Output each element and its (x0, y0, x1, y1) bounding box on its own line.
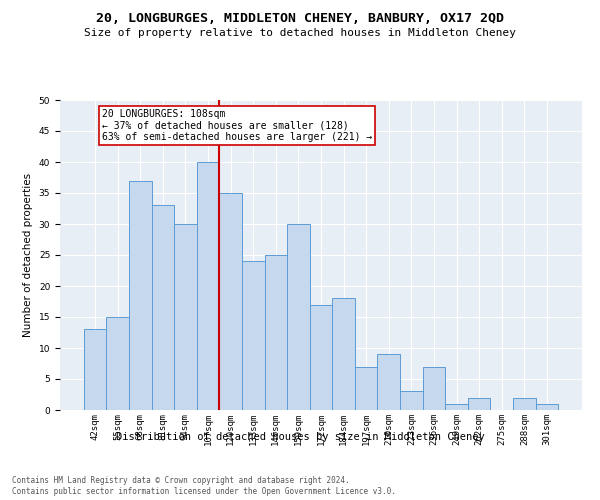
Bar (536, 404, 558, 410)
Bar (400, 392, 422, 410)
Text: 20 LONGBURGES: 108sqm
← 37% of detached houses are smaller (128)
63% of semi-det: 20 LONGBURGES: 108sqm ← 37% of detached … (102, 110, 372, 142)
Bar (377, 354, 400, 410)
Bar (445, 404, 468, 410)
Bar (422, 366, 445, 410)
Bar (310, 304, 332, 410)
Bar (174, 224, 197, 410)
Y-axis label: Number of detached properties: Number of detached properties (23, 173, 33, 337)
Bar (242, 261, 265, 410)
Bar (513, 398, 536, 410)
Bar (152, 206, 174, 410)
Text: Contains public sector information licensed under the Open Government Licence v3: Contains public sector information licen… (12, 488, 396, 496)
Bar (355, 366, 377, 410)
Bar (84, 330, 106, 410)
Bar (468, 398, 490, 410)
Text: 20, LONGBURGES, MIDDLETON CHENEY, BANBURY, OX17 2QD: 20, LONGBURGES, MIDDLETON CHENEY, BANBUR… (96, 12, 504, 26)
Bar (332, 298, 355, 410)
Bar (265, 255, 287, 410)
Bar (197, 162, 220, 410)
Bar (287, 224, 310, 410)
Bar (106, 317, 129, 410)
Text: Contains HM Land Registry data © Crown copyright and database right 2024.: Contains HM Land Registry data © Crown c… (12, 476, 350, 485)
Text: Size of property relative to detached houses in Middleton Cheney: Size of property relative to detached ho… (84, 28, 516, 38)
Bar (220, 193, 242, 410)
Bar (129, 180, 152, 410)
Text: Distribution of detached houses by size in Middleton Cheney: Distribution of detached houses by size … (116, 432, 484, 442)
